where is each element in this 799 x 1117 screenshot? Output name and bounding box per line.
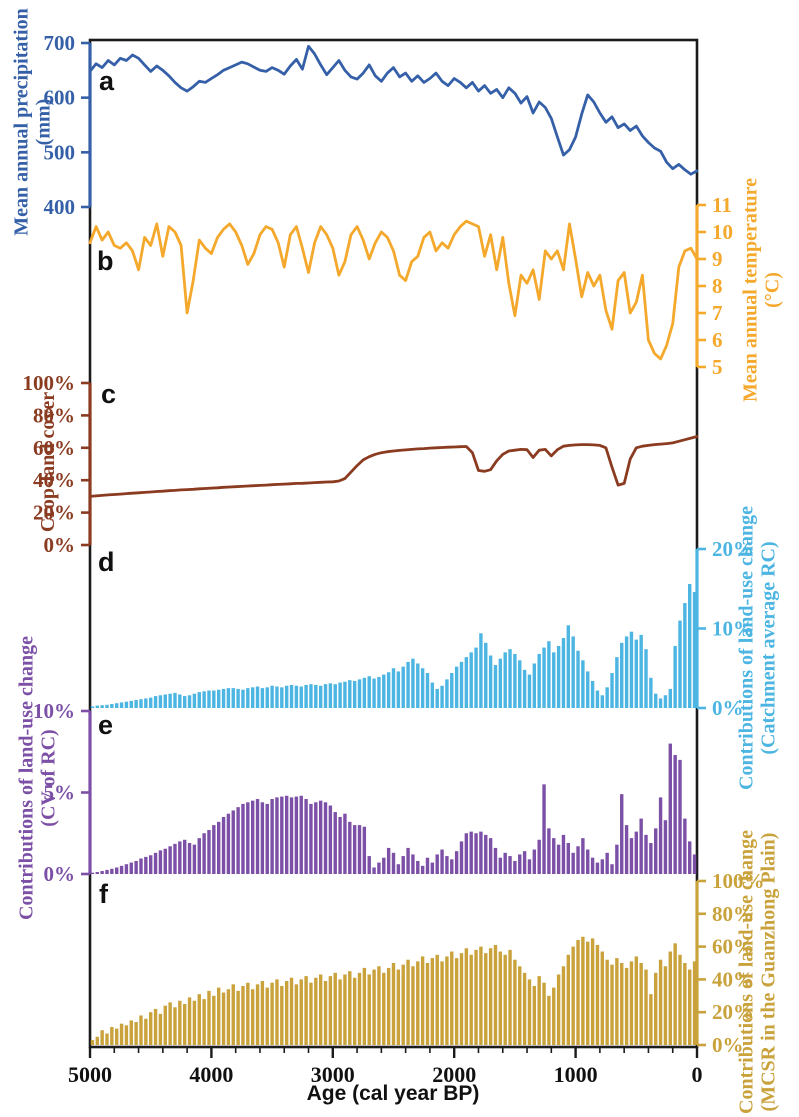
svg-text:5000: 5000 — [68, 1062, 112, 1087]
svg-text:40%: 40% — [712, 967, 754, 991]
svg-text:3000: 3000 — [311, 1062, 355, 1087]
axis-title-cv-rc-line1: Contributions of land-use change — [15, 636, 38, 920]
svg-text:100%: 100% — [23, 371, 76, 395]
svg-text:11: 11 — [712, 193, 732, 217]
panel-label-f: f — [99, 879, 108, 909]
svg-text:80%: 80% — [712, 902, 754, 926]
axis-title-mcsr-line1: Contributions of land-use change — [735, 830, 758, 1114]
svg-text:0: 0 — [692, 1062, 703, 1087]
axis-title-temperature-line1: Mean annual temperature — [739, 177, 762, 403]
svg-text:40%: 40% — [33, 468, 75, 492]
axis-title-temperature-line2: (°C) — [762, 272, 784, 308]
svg-text:10%: 10% — [712, 617, 754, 641]
axis-title-precipitation-line1: Mean annual precipitation — [10, 8, 33, 236]
panel-label-d: d — [98, 547, 115, 577]
axis-title-cropland-line1: Crop-land cover — [36, 391, 59, 533]
svg-text:1000: 1000 — [554, 1062, 598, 1087]
svg-text:0%: 0% — [44, 862, 76, 886]
svg-text:100%: 100% — [712, 869, 765, 893]
svg-text:5%: 5% — [44, 781, 76, 805]
panel-label-b: b — [97, 246, 114, 276]
x-axis-title: Age (cal year BP) — [306, 1082, 480, 1105]
svg-text:0%: 0% — [44, 533, 76, 557]
axis-title-mcsr: Contributions of land-use change (MCSR i… — [736, 772, 781, 1117]
svg-text:2000: 2000 — [432, 1062, 476, 1087]
panel-label-c: c — [101, 379, 117, 409]
svg-text:8: 8 — [712, 274, 723, 298]
svg-text:600: 600 — [44, 86, 76, 110]
axis-title-cv-rc: Contributions of land-use change (CV of … — [16, 578, 61, 978]
svg-text:20%: 20% — [33, 501, 75, 525]
svg-text:10%: 10% — [33, 699, 75, 723]
axis-title-temperature: Mean annual temperature (°C) — [740, 130, 785, 450]
svg-text:400: 400 — [44, 195, 76, 219]
svg-text:0%: 0% — [712, 696, 744, 720]
panel-label-a: a — [99, 66, 115, 96]
svg-text:7: 7 — [712, 301, 723, 325]
panel-label-e: e — [98, 710, 114, 740]
svg-text:500: 500 — [44, 140, 76, 164]
svg-text:4000: 4000 — [189, 1062, 233, 1087]
axis-title-cropland: Crop-land cover — [37, 352, 59, 572]
svg-text:6: 6 — [712, 328, 723, 352]
axis-title-precipitation-line2: (mm) — [33, 98, 55, 146]
svg-text:5: 5 — [712, 355, 723, 379]
svg-text:80%: 80% — [33, 403, 75, 427]
axis-title-cv-rc-line2: (CV of RC) — [38, 729, 60, 827]
axis-title-precipitation: Mean annual precipitation (mm) — [11, 0, 56, 292]
axis-title-mcsr-line2: (MCSR in the Guanzhong Plain) — [758, 832, 780, 1112]
svg-text:700: 700 — [44, 31, 76, 55]
svg-text:0%: 0% — [712, 1033, 744, 1057]
svg-text:60%: 60% — [33, 436, 75, 460]
svg-text:20%: 20% — [712, 537, 754, 561]
svg-text:20%: 20% — [712, 1000, 754, 1024]
svg-text:10: 10 — [712, 220, 733, 244]
svg-text:9: 9 — [712, 247, 723, 271]
svg-text:60%: 60% — [712, 935, 754, 959]
